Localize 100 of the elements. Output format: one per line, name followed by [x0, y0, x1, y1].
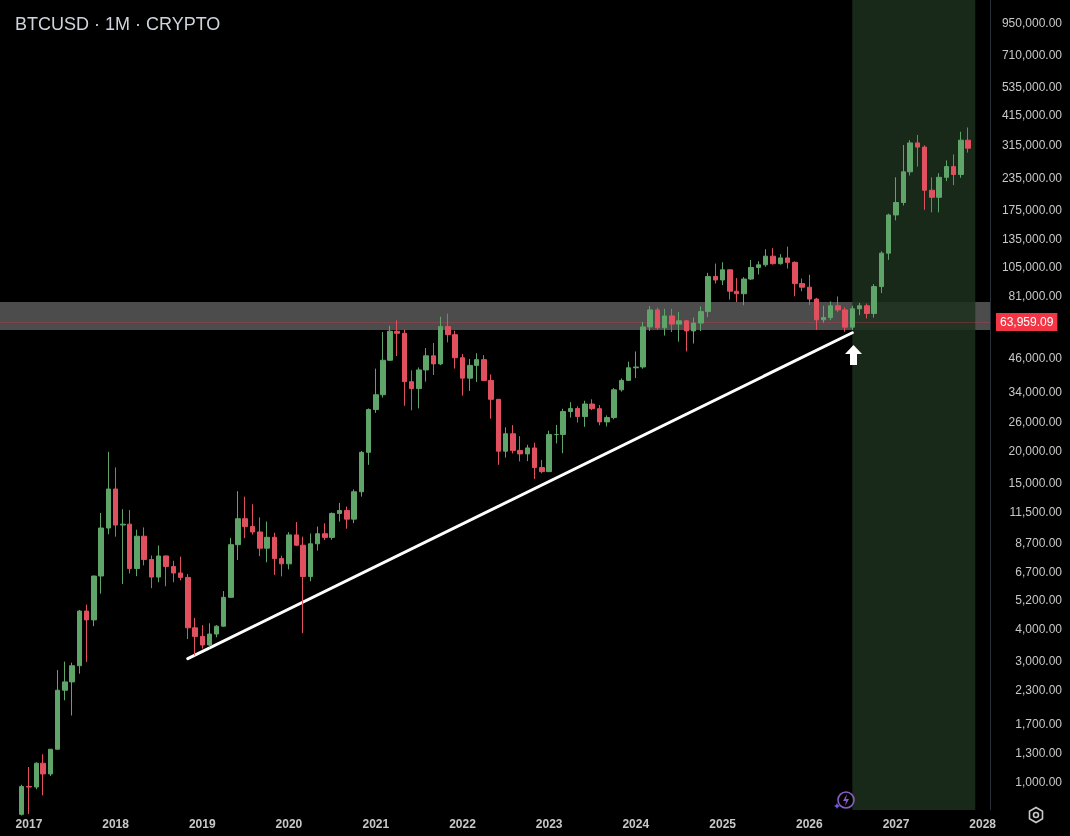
candlestick [200, 624, 205, 650]
candlestick [113, 466, 118, 538]
candlestick [264, 521, 270, 563]
candlestick [539, 459, 545, 474]
candlestick [589, 398, 595, 411]
candlestick [778, 253, 783, 266]
candlestick [850, 305, 855, 331]
candlestick [207, 622, 212, 648]
x-tick-label: 2018 [102, 817, 130, 831]
y-tick-label: 1,300.00 [1015, 746, 1063, 761]
candlestick [359, 450, 364, 498]
candlestick [272, 532, 277, 576]
candlestick [55, 669, 60, 750]
candlestick [525, 444, 530, 462]
candlestick [394, 319, 400, 357]
candlestick [26, 766, 32, 815]
candlestick [965, 127, 971, 154]
candlestick [344, 506, 350, 530]
candlestick [149, 555, 154, 589]
candlestick [676, 311, 682, 343]
y-tick-label: 415,000.00 [1001, 107, 1063, 122]
candlestick [720, 261, 725, 286]
candlestick [951, 153, 956, 186]
candlestick [402, 329, 407, 407]
y-tick-label: 46,000.00 [1008, 351, 1063, 366]
candlestick [807, 274, 812, 306]
candlestick [337, 502, 342, 523]
y-tick-label: 2,300.00 [1015, 683, 1063, 698]
candlestick [106, 451, 111, 535]
candlestick [756, 260, 761, 275]
y-tick-label: 710,000.00 [1001, 48, 1063, 63]
candlestick [669, 308, 675, 333]
candlestick [922, 144, 927, 211]
candlestick [864, 303, 870, 319]
y-tick-label: 175,000.00 [1001, 203, 1063, 218]
x-tick-label: 2021 [362, 817, 390, 831]
y-tick-label: 5,200.00 [1015, 592, 1063, 607]
y-tick-label: 135,000.00 [1001, 232, 1063, 247]
candlestick [770, 247, 776, 266]
candlestick [568, 401, 573, 419]
y-tick-label: 1,700.00 [1015, 716, 1063, 731]
candlestick [763, 248, 768, 268]
candlestick [655, 307, 660, 331]
y-tick-label: 81,000.00 [1008, 288, 1063, 303]
y-tick-label: 8,700.00 [1015, 535, 1063, 550]
candlestick [120, 508, 126, 585]
y-tick-label: 15,000.00 [1008, 475, 1063, 490]
y-tick-label: 6,700.00 [1015, 564, 1063, 579]
x-tick-label: 2027 [882, 817, 910, 831]
y-tick-label: 26,000.00 [1008, 414, 1063, 429]
y-tick-label: 11,500.00 [1009, 504, 1063, 519]
candlestick [879, 250, 884, 294]
candlestick [431, 342, 436, 376]
candlestick [127, 509, 132, 574]
candlestick [915, 134, 920, 168]
candlestick [893, 176, 899, 221]
x-tick-label: 2026 [795, 817, 823, 831]
candlestick [886, 213, 891, 261]
candlestick [48, 748, 53, 777]
candlestick [286, 531, 292, 570]
candlestick [315, 526, 320, 552]
x-tick-label: 2028 [969, 817, 997, 831]
candlestick [944, 159, 949, 182]
candlestick [409, 369, 414, 411]
candlestick [34, 761, 39, 790]
candlestick [279, 555, 284, 577]
candlestick [366, 407, 371, 466]
x-tick-label: 2024 [622, 817, 650, 831]
y-tick-label: 235,000.00 [1001, 170, 1063, 185]
candlestick [597, 404, 602, 426]
candlestick [351, 488, 357, 524]
candlestick [221, 590, 226, 628]
candlestick [156, 544, 161, 583]
candlestick [821, 305, 826, 324]
candlestick [582, 400, 588, 428]
text: BTCUSD · 1M · CRYPTO [15, 14, 221, 34]
candlestick [691, 317, 696, 345]
candlestick [77, 609, 82, 675]
candlestick [214, 624, 219, 638]
candlestick [857, 302, 862, 316]
y-tick-label: 4,000.00 [1015, 621, 1063, 636]
x-tick-label: 2017 [15, 817, 43, 831]
candlestick [438, 316, 443, 366]
candlestick [619, 377, 624, 393]
candlestick [329, 511, 335, 541]
candlestick [308, 532, 313, 582]
candlestick [871, 283, 877, 319]
y-tick-label: 105,000.00 [1001, 260, 1063, 275]
candlestick [936, 172, 942, 213]
candlestick [503, 426, 508, 459]
candlestick [163, 555, 169, 587]
candlestick [575, 405, 580, 423]
y-tick-label: 20,000.00 [1008, 443, 1063, 458]
x-tick-label: 2022 [449, 817, 477, 831]
ref-line-label: 63,959.09 [1000, 314, 1054, 329]
x-tick-label: 2025 [709, 817, 737, 831]
y-tick-label: 950,000.00 [1001, 16, 1063, 31]
candlestick [84, 604, 89, 663]
candlestick [40, 753, 46, 796]
y-tick-label: 315,000.00 [1001, 138, 1063, 153]
